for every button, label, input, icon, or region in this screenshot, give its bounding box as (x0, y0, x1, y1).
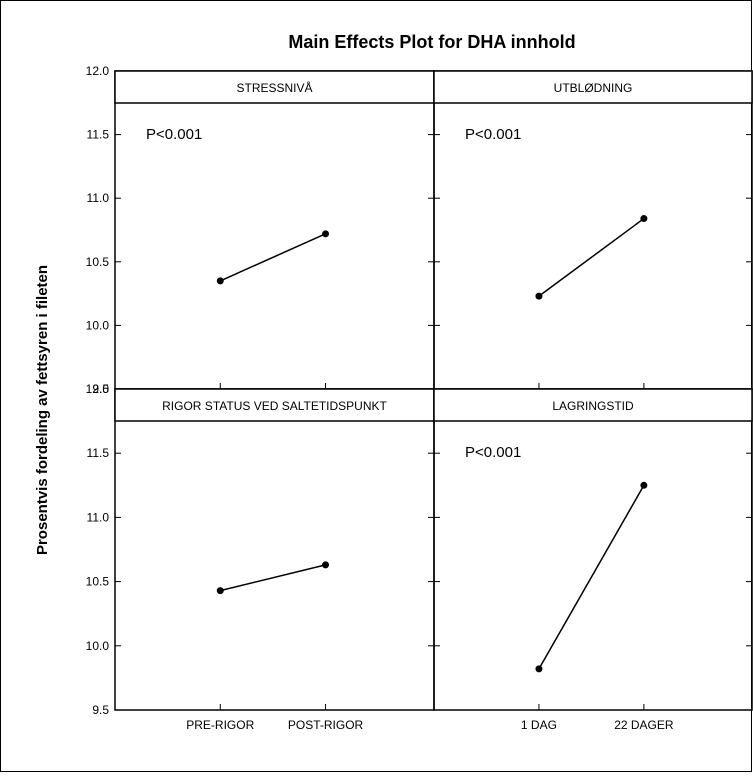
data-point (322, 230, 330, 238)
data-point (535, 292, 543, 300)
panel-strip (433, 388, 753, 422)
y-tick-label: 10.5 (86, 255, 110, 269)
data-point (640, 215, 648, 223)
y-tick-label: 11.0 (87, 510, 110, 524)
p-value-annotation: P<0.001 (465, 126, 521, 143)
x-category-label: 1 DAG (521, 718, 557, 732)
data-point (322, 561, 330, 569)
y-tick-label: 10.5 (86, 575, 110, 589)
y-axis-label: Prosentvis fordeling av fettsyren i file… (34, 265, 51, 555)
y-tick-label: 11.5 (87, 446, 110, 460)
y-tick-label: 10.0 (86, 639, 110, 653)
p-value-annotation: P<0.001 (146, 126, 202, 143)
data-point (640, 481, 648, 489)
x-category-label: POST-RIGOR (288, 718, 364, 732)
data-point (535, 665, 543, 673)
panel-title: RIGOR STATUS VED SALTETIDSPUNKT (162, 399, 387, 413)
data-point (216, 587, 224, 595)
x-category-label: PRE-RIGOR (186, 718, 254, 732)
data-point (216, 277, 224, 285)
panel-title: STRESSNIVÅ (236, 80, 312, 95)
effect-line (220, 564, 326, 592)
y-tick-label: 12.0 (86, 64, 110, 78)
effect-line (538, 217, 645, 297)
chart-title: Main Effects Plot for DHA innhold (288, 32, 575, 52)
panels-group: STRESSNIVÅ9.510.010.511.011.512.0LAVTHØY… (86, 64, 753, 732)
p-value-annotation: P<0.001 (465, 444, 521, 461)
panel-strip (114, 70, 435, 104)
y-tick-label: 11.5 (87, 128, 110, 142)
panel-strip (114, 388, 435, 422)
y-tick-label: 9.5 (92, 703, 109, 717)
y-tick-label: 11.0 (87, 191, 110, 205)
y-tick-label: 9.5 (92, 382, 109, 396)
panel-title: LAGRINGSTID (552, 399, 634, 413)
panel-title: UTBLØDNING (554, 81, 633, 95)
panel-strip (433, 70, 753, 104)
effect-line (538, 484, 645, 670)
x-category-label: 22 DAGER (614, 718, 674, 732)
y-tick-label: 12.0 (86, 382, 110, 396)
effect-line (219, 233, 326, 282)
y-tick-label: 10.0 (86, 318, 110, 332)
